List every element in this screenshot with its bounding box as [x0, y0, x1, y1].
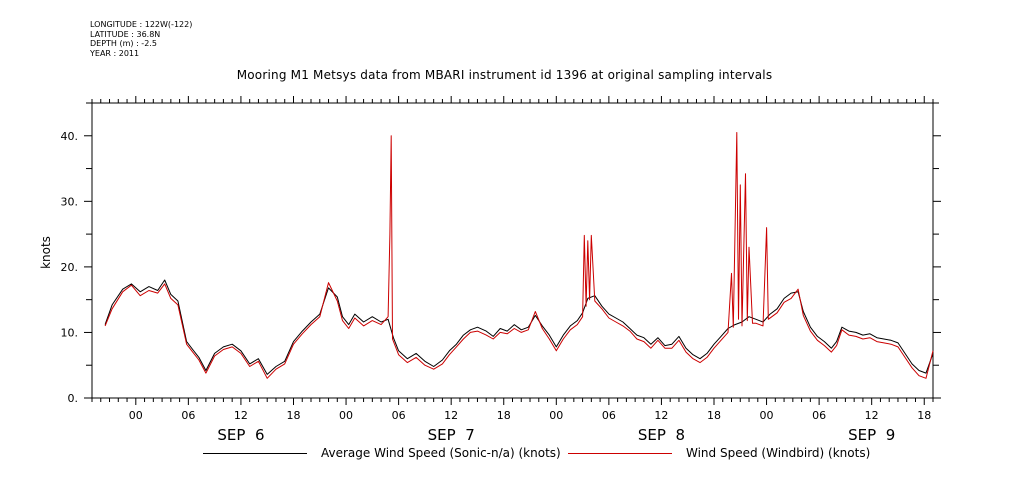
- y-tick-label: 0.: [68, 392, 79, 405]
- longitude-text: LONGITUDE : 122W(-122): [90, 20, 193, 29]
- x-tick-label: 12: [444, 409, 458, 422]
- day-label: SEP 6: [217, 426, 264, 444]
- x-tick-label: 12: [234, 409, 248, 422]
- day-label: SEP 9: [848, 426, 895, 444]
- legend-swatch-sonic: [203, 452, 307, 454]
- legend: Average Wind Speed (Sonic-n/a) (knots) W…: [0, 446, 1009, 464]
- x-tick-label: 00: [339, 409, 353, 422]
- x-tick-label: 18: [497, 409, 511, 422]
- legend-swatch-windbird: [568, 452, 672, 454]
- chart-title: Mooring M1 Metsys data from MBARI instru…: [236, 68, 773, 82]
- series-line-sonic: [104, 279, 934, 375]
- x-tick-label: 00: [760, 409, 774, 422]
- y-tick-label: 30.: [61, 195, 79, 208]
- day-label: SEP 8: [638, 426, 685, 444]
- x-tick-label: 18: [286, 409, 300, 422]
- latitude-text: LATITUDE : 36.8N: [90, 29, 161, 39]
- legend-label-sonic: Average Wind Speed (Sonic-n/a) (knots): [321, 446, 561, 460]
- y-tick-label: 20.: [61, 261, 79, 274]
- x-tick-label: 00: [129, 409, 143, 422]
- legend-item-sonic: Average Wind Speed (Sonic-n/a) (knots): [203, 446, 561, 460]
- x-tick-label: 18: [917, 409, 931, 422]
- year-text: YEAR : 2011: [90, 48, 140, 58]
- y-tick-label: 40.: [61, 130, 79, 143]
- legend-label-windbird: Wind Speed (Windbird) (knots): [686, 446, 871, 460]
- x-tick-label: 06: [181, 409, 195, 422]
- x-tick-label: 12: [654, 409, 668, 422]
- y-axis-label: knots: [39, 236, 53, 269]
- y-tick-label: 10.: [61, 326, 79, 339]
- x-tick-label: 06: [392, 409, 406, 422]
- depth-text: DEPTH (m) : -2.5: [90, 39, 157, 48]
- metadata-block: LONGITUDE : 122W(-122) LATITUDE : 36.8N …: [90, 20, 192, 58]
- day-label: SEP 7: [428, 426, 475, 444]
- legend-item-windbird: Wind Speed (Windbird) (knots): [568, 446, 870, 460]
- x-tick-label: 12: [865, 409, 879, 422]
- x-tick-label: 18: [707, 409, 721, 422]
- x-tick-label: 06: [602, 409, 616, 422]
- x-tick-label: 06: [812, 409, 826, 422]
- x-tick-label: 00: [549, 409, 563, 422]
- series-line-windbird: [104, 132, 934, 379]
